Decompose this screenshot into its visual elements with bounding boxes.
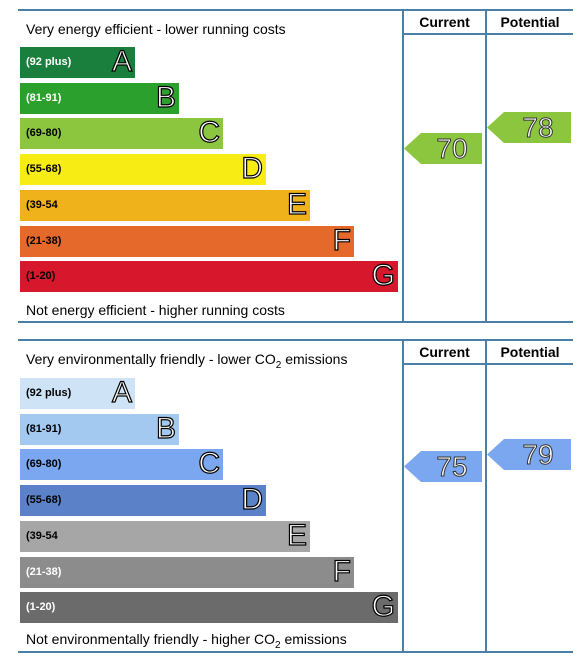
band-letter: A <box>111 44 132 78</box>
current-rating-value: 75 <box>436 451 468 483</box>
band-range-label: (69-80) <box>26 127 62 140</box>
band-letter: G <box>371 590 396 624</box>
current-rating-value: 70 <box>436 133 468 165</box>
rating-band-e: (39-54 E <box>20 187 310 221</box>
divider-current <box>402 341 404 651</box>
rating-band-c: (69-80) C <box>20 447 223 481</box>
band-letter: A <box>111 375 132 409</box>
band-letter: D <box>241 151 264 186</box>
rating-band-b: (81-91) B <box>20 80 179 114</box>
divider-current <box>402 11 404 321</box>
band-letter: B <box>155 80 176 114</box>
rating-band-e: (39-54 E <box>20 518 310 552</box>
band-letter: C <box>198 447 221 481</box>
current-header: Current <box>419 14 470 30</box>
rating-band-b: (81-91) B <box>20 411 179 445</box>
potential-header: Potential <box>500 344 560 360</box>
rating-band-a: (92 plus) A <box>20 375 135 410</box>
rating-band-g: (1-20) G <box>20 590 398 624</box>
potential-rating-arrow: 79 <box>487 439 571 471</box>
divider-potential <box>485 11 487 321</box>
band-letter: E <box>286 187 307 221</box>
header-rule <box>402 363 573 365</box>
band-range-label: (69-80) <box>26 458 62 471</box>
rating-band-d: (55-68) D <box>20 151 266 186</box>
energy-efficiency-panel: Current Potential Very energy efficient … <box>18 9 573 323</box>
potential-rating-value: 78 <box>522 112 554 144</box>
band-range-label: (55-68) <box>26 494 62 507</box>
arrow-shape <box>487 112 571 143</box>
rating-band-d: (55-68) D <box>20 482 266 517</box>
band-range-label: (21-38) <box>26 234 62 247</box>
band-range-label: (39-54 <box>26 529 58 542</box>
divider-potential <box>485 341 487 651</box>
band-range-label: (21-38) <box>26 565 62 578</box>
current-rating-arrow: 70 <box>404 133 482 165</box>
bottom-label: Not energy efficient - higher running co… <box>26 302 285 318</box>
band-letter: C <box>198 116 221 150</box>
header-rule <box>402 33 573 35</box>
top-label: Very environmentally friendly - lower CO… <box>26 351 348 371</box>
band-letter: G <box>371 259 396 293</box>
rating-band-g: (1-20) G <box>20 259 398 293</box>
band-letter: D <box>241 482 264 517</box>
band-range-label: (39-54 <box>26 198 58 211</box>
arrow-shape <box>404 133 482 164</box>
rating-band-f: (21-38) F <box>20 223 354 257</box>
band-letter: F <box>332 554 352 588</box>
band-range-label: (55-68) <box>26 163 62 176</box>
arrow-shape <box>487 439 571 470</box>
environmental-impact-panel: Current Potential Very environmentally f… <box>18 339 573 653</box>
band-range-label: (1-20) <box>26 601 56 614</box>
potential-rating-arrow: 78 <box>487 112 571 144</box>
band-letter: E <box>286 518 307 552</box>
rating-band-a: (92 plus) A <box>20 44 135 79</box>
potential-rating-value: 79 <box>522 439 554 471</box>
bottom-label: Not environmentally friendly - higher CO… <box>26 631 347 651</box>
band-letter: B <box>155 411 176 445</box>
arrow-shape <box>404 451 482 482</box>
potential-header: Potential <box>500 14 560 30</box>
rating-band-c: (69-80) C <box>20 116 223 150</box>
current-rating-arrow: 75 <box>404 451 482 483</box>
band-range-label: (81-91) <box>26 422 62 435</box>
band-range-label: (81-91) <box>26 91 62 104</box>
top-label: Very energy efficient - lower running co… <box>26 21 286 37</box>
band-range-label: (92 plus) <box>26 56 72 68</box>
band-range-label: (92 plus) <box>26 387 72 399</box>
current-header: Current <box>419 344 470 360</box>
band-range-label: (1-20) <box>26 270 56 283</box>
rating-band-f: (21-38) F <box>20 554 354 588</box>
band-letter: F <box>332 223 352 257</box>
